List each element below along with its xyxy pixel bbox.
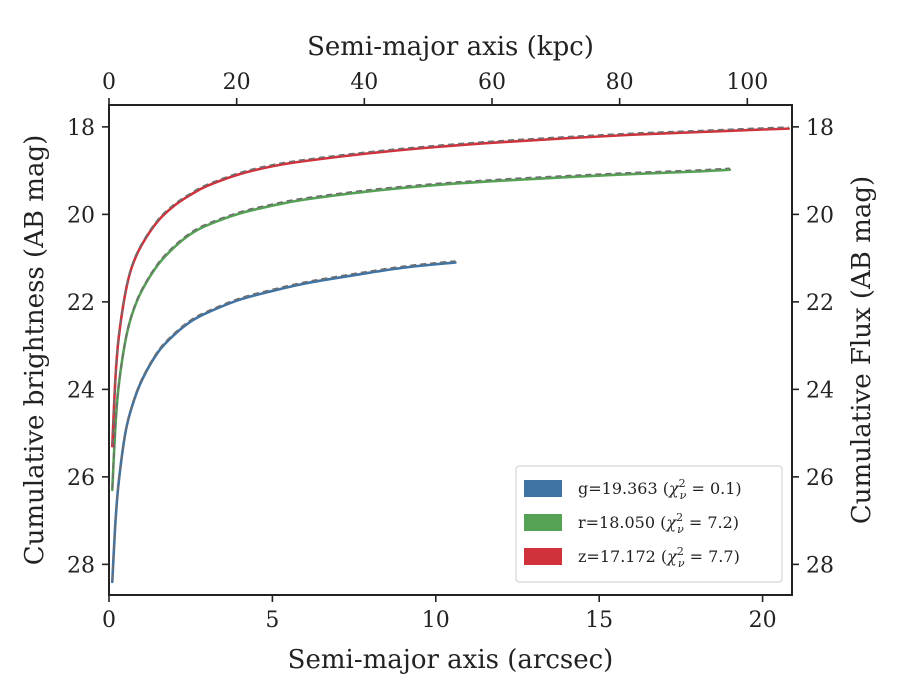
- right-y-tick-label: 20: [806, 203, 834, 228]
- top-x-tick-label: 100: [726, 70, 768, 95]
- top-x-tick-label: 60: [478, 70, 506, 95]
- series-model-line-2: [111, 126, 789, 445]
- right-y-tick-label: 24: [806, 378, 834, 403]
- y-tick-label: 22: [67, 291, 95, 316]
- legend-swatch-0: [524, 480, 562, 497]
- series-model-line-0: [111, 260, 456, 581]
- series-line-1: [110, 168, 732, 492]
- x-tick-label: 0: [102, 608, 116, 633]
- y-tick-label: 20: [67, 203, 95, 228]
- top-x-tick-label: 0: [102, 70, 116, 95]
- x-tick-label: 20: [749, 608, 777, 633]
- x-tick-label: 10: [422, 608, 450, 633]
- legend-label-0: g=19.363 (χ2 ν = 0.1): [578, 477, 742, 502]
- right-y-tick-label: 28: [806, 553, 834, 578]
- right-y-axis-title: Cumulative Flux (AB mag): [847, 176, 877, 524]
- legend: g=19.363 (χ2 ν = 0.1) r=18.050 (χ2 ν = 7.2)…: [515, 465, 783, 583]
- ticks: [102, 98, 799, 602]
- legend-label-1: r=18.050 (χ2 ν = 7.2): [578, 511, 739, 536]
- x-tick-label: 15: [585, 608, 613, 633]
- curves: [110, 126, 791, 584]
- legend-swatch-2: [524, 548, 562, 565]
- top-x-tick-label: 20: [223, 70, 251, 95]
- y-tick-label: 24: [67, 378, 95, 403]
- series-model-line-1: [111, 167, 730, 489]
- y-tick-label: 18: [67, 116, 95, 141]
- top-x-axis-title: Semi-major axis (kpc): [307, 32, 594, 62]
- plot-frame: [108, 104, 793, 596]
- legend-box: [515, 465, 783, 583]
- legend-swatch-1: [524, 514, 562, 531]
- y-tick-label: 28: [67, 553, 95, 578]
- right-y-tick-label: 26: [806, 466, 834, 491]
- legend-label-2: z=17.172 (χ2 ν = 7.7): [578, 545, 740, 570]
- series-line-0: [110, 261, 457, 584]
- right-y-tick-label: 22: [806, 291, 834, 316]
- top-x-tick-label: 80: [606, 70, 634, 95]
- right-y-tick-label: 18: [806, 116, 834, 141]
- tick-labels: 0 5 10 15 20 0 20 40 60 80 100 18 18 20 20 22 22 24 24 26 26…: [67, 70, 834, 633]
- x-tick-label: 5: [265, 608, 279, 633]
- y-tick-label: 26: [67, 466, 95, 491]
- top-x-tick-label: 40: [350, 70, 378, 95]
- series-line-2: [110, 127, 791, 448]
- y-axis-title: Cumulative brightness (AB mag): [20, 135, 50, 566]
- x-axis-title: Semi-major axis (arcsec): [288, 645, 614, 675]
